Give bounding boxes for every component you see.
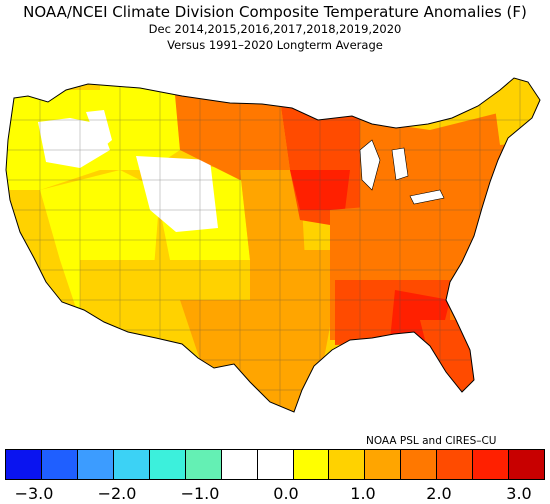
legend-swatch [293, 450, 330, 479]
us-climate-division-map [5, 77, 541, 413]
us-outline [5, 77, 541, 413]
legend-swatch [185, 450, 222, 479]
legend-swatch [473, 450, 510, 479]
legend-tick-label: −2.0 [97, 484, 137, 503]
legend-swatch [329, 450, 366, 479]
data-credit: NOAA PSL and CIRES–CU [366, 435, 497, 447]
legend-swatch [149, 450, 186, 479]
region-wyoming-neutral [136, 156, 218, 232]
legend-swatch [257, 450, 294, 479]
map-title: NOAA/NCEI Climate Division Composite Tem… [23, 3, 527, 21]
map-subtitle-period: Dec 2014,2015,2016,2017,2018,2019,2020 [148, 22, 402, 36]
legend-tick-label: 2.0 [426, 484, 452, 503]
legend-tick-label: 1.0 [350, 484, 376, 503]
region-southern-plains [250, 250, 335, 310]
legend-swatch [113, 450, 150, 479]
legend-swatch [365, 450, 402, 479]
legend-swatch [437, 450, 474, 479]
region-great-basin-neutral [38, 118, 110, 168]
legend-swatch [221, 450, 258, 479]
legend-swatch [41, 450, 78, 479]
region-central-plains [240, 170, 305, 260]
map-subtitle-baseline: Versus 1991–2020 Longterm Average [167, 38, 383, 52]
legend-tick-label: −3.0 [14, 484, 54, 503]
division-boundaries [6, 78, 540, 412]
legend-swatch [6, 450, 42, 479]
legend-tick-label: −1.0 [180, 484, 220, 503]
legend-tick-label: 3.0 [506, 484, 532, 503]
legend-swatch [509, 450, 545, 479]
great-lakes-water [359, 139, 445, 205]
color-legend-bar [5, 449, 545, 480]
legend-swatch [77, 450, 114, 479]
region-northern-plains [175, 95, 290, 180]
legend-tick-label: 0.0 [273, 484, 299, 503]
legend-swatch [401, 450, 438, 479]
